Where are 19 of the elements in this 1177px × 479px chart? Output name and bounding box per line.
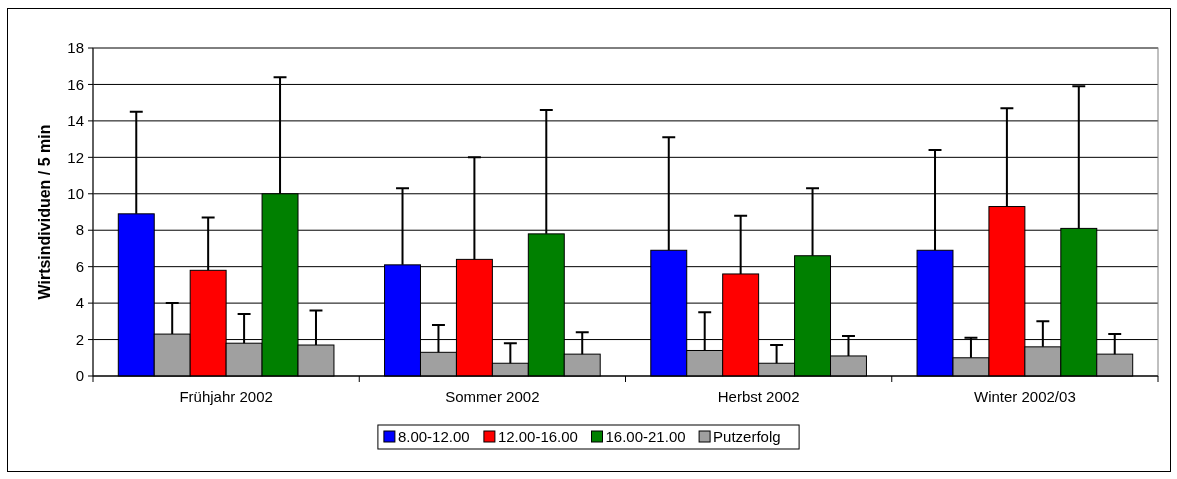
y-tick-label: 2	[75, 330, 84, 348]
y-tick-label: 8	[75, 221, 84, 239]
x-tick-label: Winter 2002/03	[974, 388, 1076, 405]
x-tick-label: Frühjahr 2002	[179, 388, 273, 405]
y-tick-label: 10	[67, 185, 84, 203]
x-tick-label: Herbst 2002	[717, 388, 800, 405]
legend-label: Putzerfolg	[713, 428, 781, 445]
legend-label: 12.00-16.00	[497, 428, 578, 445]
y-tick-label: 6	[75, 257, 84, 275]
legend-label: 8.00-12.00	[397, 428, 470, 445]
y-tick-label: 16	[67, 75, 84, 93]
x-tick-label: Sommer 2002	[445, 388, 540, 405]
y-tick-label: 4	[75, 294, 84, 312]
y-tick-label: 18	[67, 39, 84, 57]
y-tick-label: 14	[67, 112, 84, 130]
y-tick-label: 0	[75, 367, 84, 385]
legend-label: 16.00-21.00	[605, 428, 686, 445]
y-axis-title: Wirtsindividuen / 5 min	[36, 124, 53, 300]
y-tick-label: 12	[67, 148, 84, 166]
